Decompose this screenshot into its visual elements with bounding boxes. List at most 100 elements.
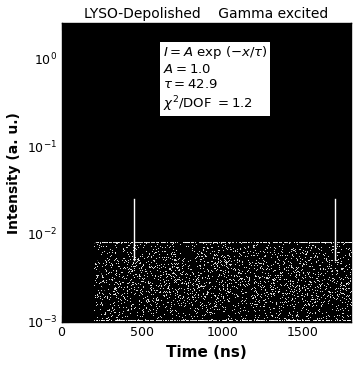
Point — [320, 242, 326, 248]
Point — [120, 231, 126, 237]
Point — [90, 218, 96, 224]
Point — [285, 232, 291, 237]
Point — [271, 212, 277, 218]
Point — [135, 222, 140, 228]
Point — [275, 239, 281, 245]
Point — [120, 229, 125, 235]
Point — [122, 200, 127, 206]
Point — [113, 256, 119, 262]
Point — [221, 229, 227, 235]
Point — [168, 205, 174, 211]
Point — [144, 208, 150, 214]
Point — [210, 229, 216, 235]
Point — [277, 317, 283, 323]
Point — [298, 217, 304, 222]
Point — [242, 228, 248, 234]
Point — [237, 243, 242, 249]
Point — [268, 232, 274, 237]
Point — [205, 203, 211, 209]
Point — [248, 201, 253, 207]
Point — [243, 236, 248, 241]
Point — [234, 221, 240, 227]
Point — [130, 218, 135, 224]
Point — [216, 317, 222, 323]
Point — [151, 231, 157, 237]
Point — [103, 222, 109, 228]
Point — [299, 234, 305, 240]
Point — [198, 221, 204, 226]
Point — [93, 248, 99, 254]
Point — [212, 285, 217, 291]
Point — [306, 213, 311, 219]
Point — [263, 212, 269, 218]
Point — [303, 213, 309, 219]
Point — [121, 239, 127, 245]
Point — [200, 240, 206, 246]
Point — [125, 212, 130, 218]
Point — [276, 209, 282, 215]
Point — [329, 234, 334, 240]
Point — [309, 168, 315, 174]
Point — [332, 224, 338, 229]
Point — [198, 218, 203, 224]
Point — [156, 204, 161, 210]
Point — [86, 223, 91, 229]
Point — [341, 235, 347, 241]
Point — [88, 230, 93, 236]
Point — [281, 229, 287, 235]
Point — [344, 244, 350, 250]
Point — [342, 239, 348, 245]
Point — [147, 225, 153, 231]
Point — [252, 220, 257, 226]
Point — [175, 194, 180, 200]
Point — [346, 208, 352, 214]
Point — [112, 252, 118, 258]
Point — [205, 289, 211, 295]
Point — [127, 218, 133, 224]
Point — [249, 209, 255, 215]
Point — [239, 258, 245, 264]
Point — [114, 199, 120, 204]
Point — [203, 309, 209, 315]
Point — [289, 214, 294, 219]
Point — [201, 296, 207, 302]
Point — [256, 225, 262, 230]
Point — [229, 206, 234, 211]
Point — [271, 177, 277, 182]
Point — [64, 100, 70, 106]
Point — [141, 192, 147, 198]
Point — [325, 226, 330, 232]
Point — [114, 240, 120, 246]
Point — [112, 239, 118, 245]
Point — [241, 317, 247, 323]
Point — [156, 193, 162, 199]
Point — [129, 232, 134, 238]
Point — [324, 202, 329, 208]
Point — [211, 236, 217, 241]
Point — [331, 199, 337, 205]
Point — [316, 213, 321, 219]
Point — [118, 210, 124, 216]
Point — [229, 218, 234, 224]
Point — [94, 220, 100, 226]
Point — [347, 218, 353, 224]
Point — [173, 228, 179, 233]
Point — [125, 232, 131, 238]
Point — [129, 220, 135, 226]
Point — [134, 189, 140, 195]
Point — [235, 234, 241, 240]
Point — [190, 194, 195, 200]
Point — [323, 313, 329, 319]
Point — [235, 229, 241, 235]
Point — [237, 266, 243, 272]
Point — [244, 214, 250, 220]
Point — [100, 208, 105, 214]
Point — [217, 270, 222, 276]
Point — [328, 229, 334, 235]
Point — [196, 212, 202, 218]
Point — [240, 275, 245, 281]
Point — [119, 237, 125, 243]
Point — [109, 206, 115, 212]
Point — [309, 224, 315, 230]
Point — [210, 224, 216, 230]
